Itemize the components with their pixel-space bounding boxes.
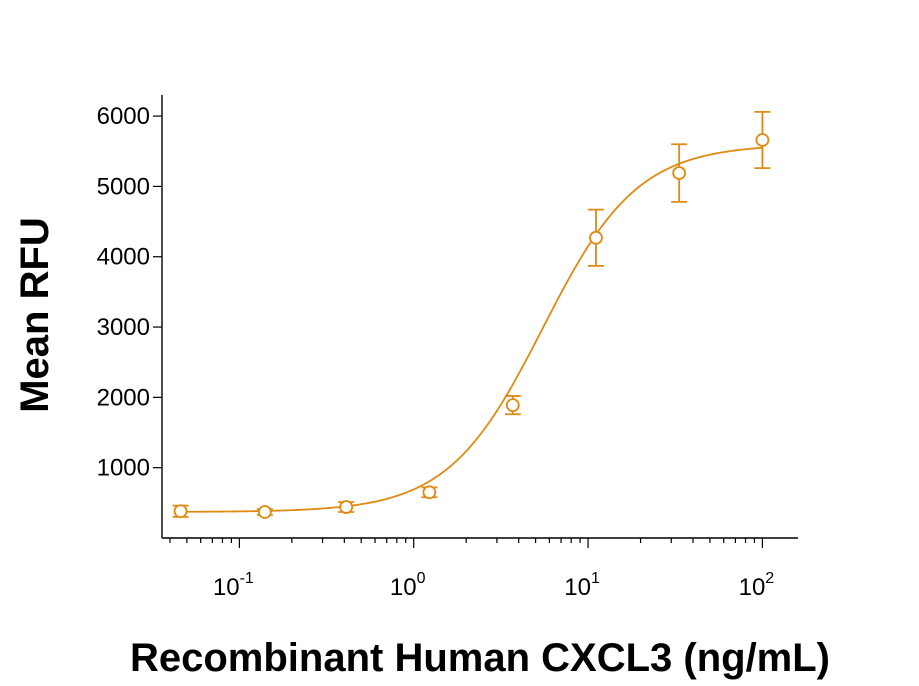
x-tick-label-exponent: 0 — [417, 570, 426, 587]
data-point — [587, 208, 604, 267]
x-tick-label: 101 — [564, 570, 600, 601]
x-tick-label: 102 — [739, 570, 775, 601]
axes — [161, 95, 798, 539]
x-tick-label-base: 10 — [390, 574, 417, 601]
point-marker — [257, 505, 272, 519]
y-ticks: 1000 2000 3000 4000 5000 6000 — [97, 103, 162, 482]
data-point — [256, 505, 273, 519]
point-marker — [589, 230, 603, 245]
y-tick-label: 4000 — [97, 244, 150, 271]
x-tick-label-exponent: 2 — [765, 570, 774, 587]
data-point — [504, 395, 521, 416]
data-point — [754, 110, 771, 170]
y-axis-title: Mean RFU — [13, 217, 57, 413]
x-axis-title: Recombinant Human CXCL3 (ng/mL) — [130, 636, 830, 680]
point-marker — [672, 166, 687, 180]
x-tick-label: 100 — [390, 570, 426, 601]
x-tick-label-base: 10 — [564, 574, 591, 601]
y-tick-label: 3000 — [97, 314, 150, 341]
data-point — [671, 143, 688, 203]
point-marker — [505, 398, 520, 413]
data-point — [338, 500, 355, 514]
x-ticks: 10-1 100 101 102 — [169, 538, 775, 601]
y-tick-label: 1000 — [97, 455, 150, 482]
x-tick-label-exponent: 1 — [591, 570, 600, 587]
point-marker — [422, 485, 437, 500]
y-tick-label: 6000 — [97, 103, 150, 130]
x-tick-label-base: 10 — [739, 574, 766, 601]
point-marker — [339, 500, 354, 514]
data-point — [172, 504, 189, 519]
x-tick-label-base: 10 — [213, 574, 240, 601]
x-tick-label: 10-1 — [213, 570, 254, 601]
data-point — [421, 485, 438, 500]
point-marker — [173, 504, 188, 519]
point-marker — [755, 133, 770, 147]
fit-curve — [174, 146, 763, 513]
y-tick-label: 5000 — [97, 173, 150, 200]
data-points — [172, 110, 771, 519]
x-tick-label-exponent: -1 — [240, 570, 254, 587]
y-tick-label: 2000 — [97, 384, 150, 411]
